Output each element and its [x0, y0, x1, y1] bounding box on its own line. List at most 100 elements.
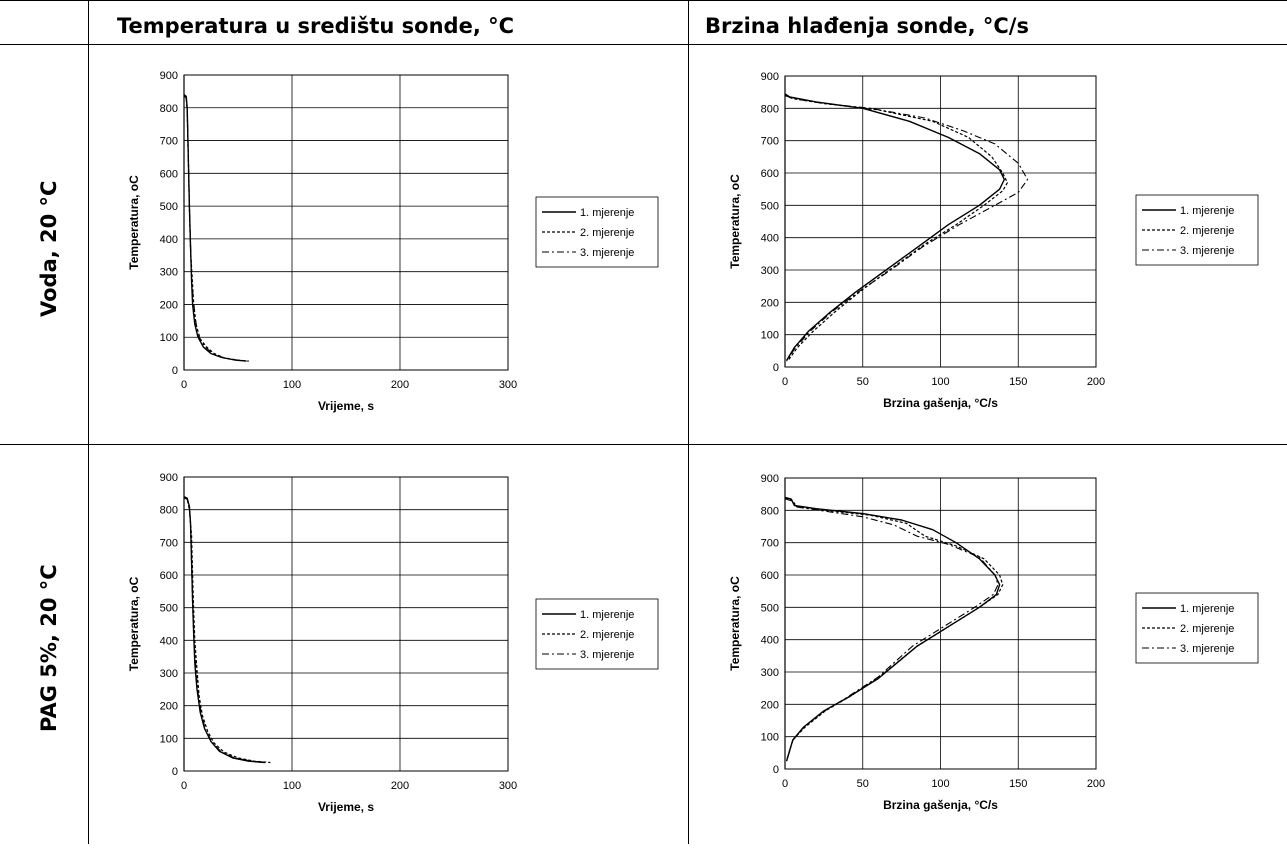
y-tick-label: 600	[761, 570, 779, 582]
chart-column-divider	[688, 0, 689, 844]
x-tick-label: 0	[782, 778, 788, 790]
series-line-3	[183, 95, 246, 362]
legend-label: 2. mjerenje	[580, 629, 634, 641]
y-tick-label: 800	[761, 103, 779, 115]
legend-label: 2. mjerenje	[1180, 623, 1234, 635]
chart-water-cooling-rate: 0 100 200 300 400 500 600 700 800 900 0 50 100 150 200…	[688, 45, 1287, 444]
plot-area	[183, 74, 509, 371]
y-axis-label: Temperatura, oC	[127, 576, 141, 671]
y-tick-label: 300	[761, 667, 779, 679]
series-line-3	[784, 498, 999, 762]
y-tick-label: 300	[160, 668, 178, 680]
chart-water-temperature: 0 100 200 300 400 500 600 700 800 900 0 100 200 300 Vr…	[88, 45, 688, 444]
y-tick-label: 300	[761, 265, 779, 277]
y-axis-label: Temperatura, oC	[127, 175, 141, 270]
y-tick-label: 0	[773, 362, 779, 374]
y-tick-label: 0	[773, 764, 779, 776]
x-tick-label: 300	[499, 379, 517, 391]
row-divider	[0, 444, 1287, 445]
y-tick-label: 700	[160, 537, 178, 549]
y-tick-label: 100	[160, 332, 178, 344]
x-tick-label: 50	[857, 376, 869, 388]
chart-pag-temperature: 0 100 200 300 400 500 600 700 800 900 0 100 200 300 Vr…	[88, 445, 688, 844]
y-tick-label: 200	[761, 297, 779, 309]
legend: 1. mjerenje 2. mjerenje 3. mjerenje	[535, 598, 659, 670]
y-tick-label: 600	[761, 168, 779, 180]
y-tick-label: 700	[160, 136, 178, 148]
column-header-temperature: Temperatura u središtu sonde, °C	[117, 14, 515, 38]
series-line-1	[183, 94, 247, 362]
x-axis-label: Brzina gašenja, °C/s	[883, 798, 998, 812]
chart-svg: 0 100 200 300 400 500 600 700 800 900 0 100 200 300 Vr…	[127, 472, 659, 814]
y-axis-label: Temperatura, oC	[728, 174, 742, 269]
series-line-2	[784, 94, 1008, 361]
x-tick-label: 100	[931, 778, 949, 790]
y-tick-label: 0	[172, 766, 178, 778]
x-tick-label: 0	[181, 379, 187, 391]
y-tick-label: 600	[160, 168, 178, 180]
legend-box	[1135, 194, 1259, 266]
x-tick-label: 200	[1087, 376, 1105, 388]
x-tick-label: 100	[283, 780, 301, 792]
legend: 1. mjerenje 2. mjerenje 3. mjerenje	[1135, 194, 1259, 266]
chart-pag-cooling-rate: 0 100 200 300 400 500 600 700 800 900 0 50 100 150 200…	[688, 445, 1287, 844]
legend-box	[535, 598, 659, 670]
y-tick-label: 200	[160, 299, 178, 311]
row-label-pag: PAG 5%, 20 °C	[37, 564, 61, 732]
legend-label: 3. mjerenje	[1180, 245, 1234, 257]
y-tick-label: 700	[761, 538, 779, 550]
legend-label: 2. mjerenje	[1180, 225, 1234, 237]
y-tick-label: 600	[160, 570, 178, 582]
y-tick-label: 400	[160, 635, 178, 647]
legend-label: 2. mjerenje	[580, 227, 634, 239]
legend-label: 3. mjerenje	[580, 247, 634, 259]
legend: 1. mjerenje 2. mjerenje 3. mjerenje	[1135, 592, 1259, 664]
x-axis-label: Brzina gašenja, °C/s	[883, 396, 998, 410]
y-tick-label: 200	[160, 701, 178, 713]
y-tick-label: 700	[761, 136, 779, 148]
y-tick-label: 0	[172, 365, 178, 377]
y-tick-label: 900	[160, 70, 178, 82]
series-line-2	[183, 496, 271, 764]
label-column-divider	[88, 0, 89, 844]
y-tick-label: 800	[761, 505, 779, 517]
x-axis-label: Vrijeme, s	[318, 800, 374, 814]
x-tick-label: 200	[391, 780, 409, 792]
series-line-1	[784, 93, 1005, 361]
y-tick-label: 400	[160, 234, 178, 246]
x-tick-label: 50	[857, 778, 869, 790]
chart-svg: 0 100 200 300 400 500 600 700 800 900 0 100 200 300 Vr…	[127, 70, 659, 413]
y-tick-label: 400	[761, 635, 779, 647]
y-tick-label: 400	[761, 233, 779, 245]
legend-label: 3. mjerenje	[580, 649, 634, 661]
x-tick-label: 100	[283, 379, 301, 391]
y-tick-label: 200	[761, 699, 779, 711]
y-tick-label: 100	[761, 732, 779, 744]
x-tick-label: 300	[499, 780, 517, 792]
legend-box	[535, 196, 659, 268]
x-tick-label: 0	[181, 780, 187, 792]
y-tick-label: 100	[160, 733, 178, 745]
y-tick-label: 300	[160, 267, 178, 279]
column-header-cooling-rate: Brzina hlađenja sonde, °C/s	[705, 14, 1029, 38]
y-tick-label: 500	[160, 201, 178, 213]
y-tick-label: 900	[761, 71, 779, 83]
table-border-top	[0, 0, 1287, 1]
legend: 1. mjerenje 2. mjerenje 3. mjerenje	[535, 196, 659, 268]
series-line-3	[784, 94, 1029, 362]
y-axis-label: Temperatura, oC	[728, 576, 742, 671]
x-tick-label: 100	[931, 376, 949, 388]
chart-svg: 0 100 200 300 400 500 600 700 800 900 0 50 100 150 200…	[728, 473, 1259, 812]
header-divider	[0, 44, 1287, 45]
plot-area	[183, 476, 509, 772]
series-line-3	[183, 497, 264, 763]
legend-label: 1. mjerenje	[580, 207, 634, 219]
y-tick-label: 800	[160, 103, 178, 115]
row-label-water: Voda, 20 °C	[37, 180, 61, 317]
y-tick-label: 800	[160, 505, 178, 517]
legend-label: 3. mjerenje	[1180, 643, 1234, 655]
series-line-2	[784, 497, 1004, 762]
series-line-1	[784, 496, 1001, 762]
y-tick-label: 100	[761, 330, 779, 342]
